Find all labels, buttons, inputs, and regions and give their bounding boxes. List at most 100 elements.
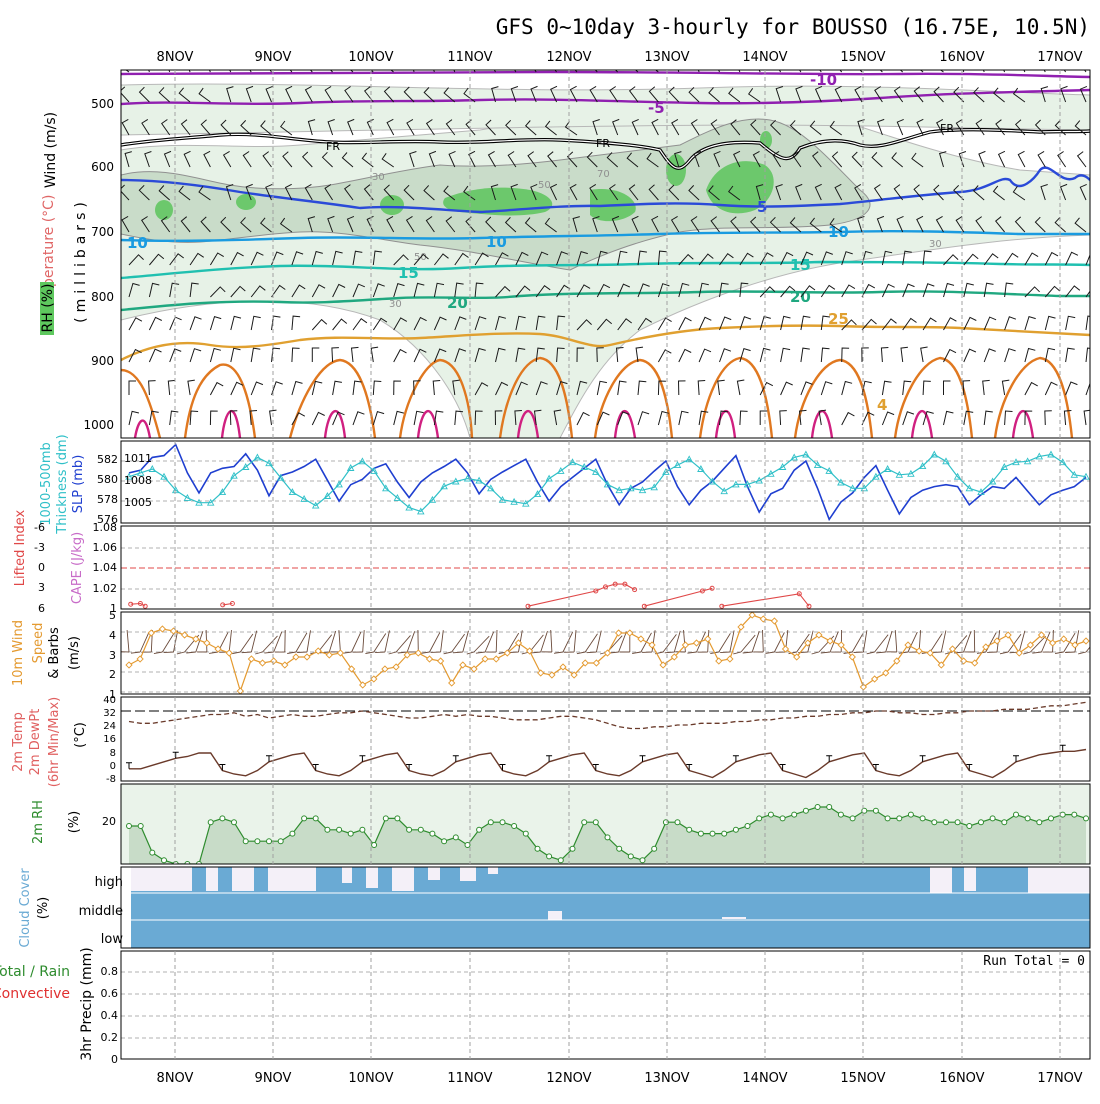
date-label-top: 9NOV bbox=[255, 50, 292, 65]
wind10-point bbox=[303, 653, 311, 661]
wind-barb bbox=[158, 185, 171, 201]
wind-barb bbox=[963, 282, 974, 298]
wind10-barb bbox=[274, 629, 286, 653]
wind-barb bbox=[935, 215, 944, 233]
wind-barb bbox=[487, 150, 496, 168]
wind-barb bbox=[800, 315, 811, 331]
wind-barb bbox=[544, 120, 557, 136]
wind-barb bbox=[995, 119, 1005, 136]
temp-minmax-marker bbox=[172, 751, 179, 759]
wind10-point bbox=[815, 631, 823, 639]
wind10-point bbox=[915, 647, 923, 655]
wind-barb bbox=[189, 410, 199, 426]
wind10-point bbox=[347, 665, 356, 673]
wind-barb bbox=[973, 87, 985, 103]
wind-barb bbox=[169, 316, 182, 331]
wind10-point bbox=[637, 635, 645, 643]
wind-barb bbox=[311, 284, 326, 298]
thickness-point bbox=[1082, 472, 1090, 480]
cape-tick: 1.06 bbox=[93, 541, 118, 554]
wind-barb bbox=[902, 411, 915, 426]
wind-barb bbox=[124, 151, 132, 168]
wind-barb bbox=[589, 85, 598, 103]
wind-barb bbox=[240, 217, 252, 233]
wind-barb bbox=[1004, 410, 1013, 426]
wind-barb bbox=[504, 217, 517, 233]
wind-barb bbox=[474, 252, 489, 266]
cape-lifted-panel: -6 -3 0 3 6 1.08 1.06 1.04 1.02 1 Lifted… bbox=[13, 509, 1091, 615]
contour-label: 10 bbox=[127, 234, 148, 252]
wind-barb bbox=[494, 410, 503, 426]
rh-point bbox=[814, 804, 821, 810]
wind-barb bbox=[533, 409, 542, 426]
wind-barb bbox=[149, 253, 165, 266]
wind-barb bbox=[128, 410, 140, 426]
cloud-gaps bbox=[131, 867, 1090, 920]
wind-barb bbox=[648, 184, 659, 201]
wind-barb bbox=[978, 150, 986, 168]
wind-barb bbox=[413, 282, 425, 298]
wind-barb bbox=[515, 315, 526, 331]
wind-barb bbox=[291, 251, 304, 266]
wind-barb bbox=[141, 118, 150, 136]
wind-barb bbox=[1004, 348, 1016, 363]
rh-point bbox=[137, 823, 144, 829]
wind-barb bbox=[284, 183, 293, 201]
contour-label: -5 bbox=[648, 99, 665, 117]
wind-barb bbox=[327, 215, 335, 233]
cloud-panel-frame bbox=[120, 866, 1091, 949]
wind-barb bbox=[572, 216, 580, 233]
wind-barb bbox=[474, 316, 487, 331]
wind-barb bbox=[311, 250, 323, 266]
wind-barb bbox=[637, 317, 652, 331]
wind-barb bbox=[861, 380, 872, 396]
wind-barb bbox=[249, 410, 258, 426]
wind10-barb bbox=[255, 635, 278, 655]
precip-tick: 0.8 bbox=[101, 965, 119, 978]
date-label-top: 17NOV bbox=[1037, 50, 1082, 65]
wind-barb bbox=[198, 186, 211, 201]
rh-point bbox=[826, 804, 833, 810]
wind-barb bbox=[222, 150, 232, 168]
wind10-point bbox=[837, 641, 845, 649]
wind-barb bbox=[163, 150, 172, 168]
cape-panel-frame bbox=[120, 525, 1091, 610]
wind-barb bbox=[515, 381, 528, 396]
date-label-bottom: 8NOV bbox=[157, 1071, 194, 1086]
thickness-point bbox=[276, 473, 285, 481]
wind-barb bbox=[413, 348, 427, 363]
wind-barb bbox=[445, 216, 456, 233]
rh-point bbox=[872, 807, 879, 814]
wind-barb bbox=[524, 217, 537, 233]
cloud-gap bbox=[548, 911, 562, 920]
thickness-point bbox=[638, 486, 647, 494]
wind-barb bbox=[372, 317, 388, 331]
wind10-label-1: 10m Wind bbox=[11, 620, 26, 686]
wind-barb bbox=[955, 118, 965, 136]
wind10-point bbox=[169, 627, 178, 635]
wind-barb bbox=[913, 86, 924, 103]
contour-label: FR bbox=[596, 137, 610, 150]
wind-barb bbox=[507, 151, 517, 168]
wind-barb bbox=[505, 119, 517, 136]
rh-area bbox=[129, 807, 1086, 864]
wind-barb bbox=[524, 120, 537, 136]
rh-point bbox=[697, 830, 704, 837]
wind-barb bbox=[393, 317, 408, 331]
wind-barb bbox=[454, 410, 464, 426]
rh-point bbox=[1083, 815, 1089, 822]
wind-barb bbox=[916, 118, 924, 136]
wind-barb bbox=[209, 381, 224, 396]
wind-barb bbox=[1024, 347, 1036, 363]
wind10-point bbox=[715, 657, 723, 665]
rh-point bbox=[242, 838, 249, 845]
wind-barb bbox=[698, 282, 709, 298]
wind10-barb bbox=[886, 630, 898, 653]
cloud-gap bbox=[206, 867, 218, 891]
wind-barb bbox=[809, 217, 822, 233]
date-label-top: 10NOV bbox=[348, 50, 393, 65]
wind-barb bbox=[510, 183, 518, 201]
wind10-point bbox=[537, 669, 545, 677]
wind10-point bbox=[158, 625, 167, 633]
lifted-index-point bbox=[622, 581, 628, 587]
